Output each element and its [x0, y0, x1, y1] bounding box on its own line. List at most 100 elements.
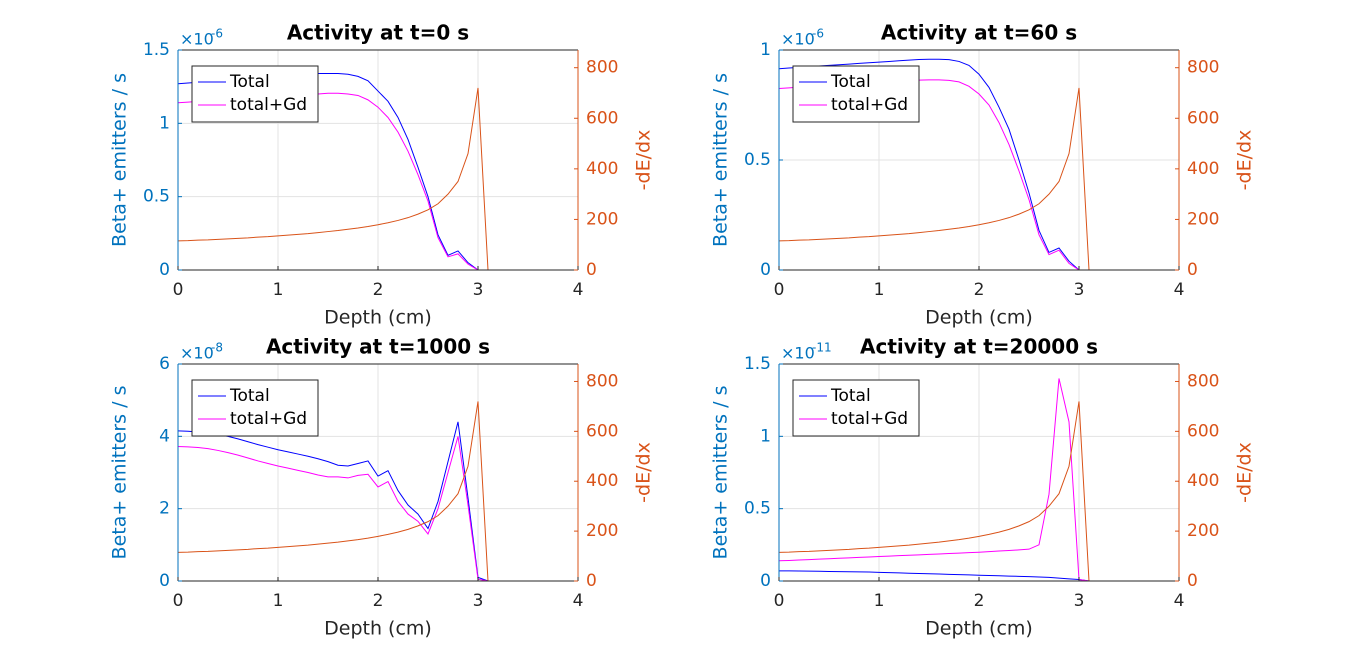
y-tick-label: 4 [159, 426, 170, 446]
y-tick-label: 6 [159, 354, 170, 374]
x-axis-label: Depth (cm) [925, 618, 1033, 640]
x-tick-label: 3 [1074, 280, 1085, 300]
legend-box [792, 379, 920, 437]
legend-box [191, 379, 319, 437]
x-tick-label: 0 [774, 280, 785, 300]
y-exponent: -11 [812, 341, 832, 355]
data-line [778, 401, 1179, 582]
y-tick-label: 1.5 [143, 40, 170, 60]
y-axis-label: Beta+ emitters / s [710, 73, 732, 247]
y-exponent-base: ×10 [180, 30, 214, 49]
data-line [177, 401, 578, 582]
x-tick-label: 1 [273, 280, 284, 300]
x-tick-label: 0 [173, 280, 184, 300]
y2-tick-label: 600 [586, 421, 618, 441]
y2-axis-label: -dE/dx [633, 442, 655, 503]
y2-tick-label: 400 [1187, 159, 1219, 179]
y2-tick-label: 600 [1187, 108, 1219, 128]
y-axis-label: Beta+ emitters / s [109, 386, 131, 560]
x-tick-label: 1 [273, 591, 284, 611]
legend-box [191, 65, 319, 123]
x-tick-label: 3 [473, 280, 484, 300]
x-tick-label: 3 [1074, 591, 1085, 611]
x-tick-label: 2 [373, 280, 384, 300]
y2-tick-label: 800 [586, 58, 618, 78]
y-tick-label: 0.5 [744, 499, 771, 519]
legend-label: Total [229, 386, 270, 406]
y2-tick-label: 600 [1187, 421, 1219, 441]
y-exponent-base: ×10 [180, 344, 214, 363]
y2-tick-label: 200 [1187, 209, 1219, 229]
y2-axis-label: -dE/dx [1234, 442, 1256, 503]
y-tick-label: 1.5 [744, 354, 771, 374]
legend-label: Total [830, 386, 871, 406]
y2-tick-label: 400 [586, 159, 618, 179]
x-tick-label: 4 [573, 280, 584, 300]
y-tick-label: 0 [760, 571, 771, 591]
legend-label: total+Gd [230, 95, 307, 115]
x-tick-label: 4 [573, 591, 584, 611]
y2-tick-label: 800 [1187, 371, 1219, 391]
chart-title: Activity at t=60 s [881, 21, 1077, 45]
y2-tick-label: 200 [586, 521, 618, 541]
legend-box [792, 65, 920, 123]
y2-tick-label: 400 [1187, 471, 1219, 491]
y-tick-label: 1 [760, 426, 771, 446]
x-tick-label: 1 [874, 280, 885, 300]
x-axis-label: Depth (cm) [324, 618, 432, 640]
data-line [778, 58, 1179, 271]
legend-label: total+Gd [831, 409, 908, 429]
x-axis-label: Depth (cm) [324, 307, 432, 329]
x-tick-label: 1 [874, 591, 885, 611]
data-line [177, 436, 578, 582]
y2-tick-label: 0 [1187, 571, 1198, 591]
data-line [177, 421, 578, 582]
x-tick-label: 3 [473, 591, 484, 611]
y-tick-label: 2 [159, 499, 170, 519]
legend-label: total+Gd [230, 409, 307, 429]
x-tick-label: 0 [774, 591, 785, 611]
y-tick-label: 0 [159, 571, 170, 591]
data-line [779, 570, 1179, 582]
y-tick-label: 0 [159, 260, 170, 280]
legend-label: Total [229, 72, 270, 92]
y2-tick-label: 800 [1187, 58, 1219, 78]
y2-tick-label: 400 [586, 471, 618, 491]
y2-tick-label: 0 [586, 260, 597, 280]
y-exponent: -6 [211, 27, 223, 41]
y-tick-label: 0.5 [744, 150, 771, 170]
y-tick-label: 1 [159, 113, 170, 133]
y-tick-label: 0 [760, 260, 771, 280]
y2-tick-label: 200 [586, 209, 618, 229]
chart-title: Activity at t=20000 s [860, 335, 1098, 359]
x-tick-label: 2 [974, 280, 985, 300]
y-exponent-base: ×10 [781, 30, 815, 49]
x-tick-label: 2 [974, 591, 985, 611]
y2-axis-label: -dE/dx [1234, 130, 1256, 191]
y-axis-label: Beta+ emitters / s [710, 386, 732, 560]
x-tick-label: 0 [173, 591, 184, 611]
y2-tick-label: 800 [586, 371, 618, 391]
y2-tick-label: 200 [1187, 521, 1219, 541]
y-exponent-base: ×10 [781, 344, 815, 363]
y-axis-label: Beta+ emitters / s [109, 73, 131, 247]
x-tick-label: 2 [373, 591, 384, 611]
legend-label: Total [830, 72, 871, 92]
y2-tick-label: 0 [1187, 260, 1198, 280]
y-tick-label: 0.5 [143, 187, 170, 207]
data-line [177, 87, 578, 271]
chart-title: Activity at t=0 s [287, 21, 469, 45]
y2-axis-label: -dE/dx [633, 130, 655, 191]
data-line [778, 87, 1179, 271]
y-exponent: -8 [211, 341, 223, 355]
y-tick-label: 1 [760, 40, 771, 60]
chart-title: Activity at t=1000 s [266, 335, 490, 359]
x-tick-label: 4 [1174, 280, 1185, 300]
y2-tick-label: 600 [586, 108, 618, 128]
y2-tick-label: 0 [586, 571, 597, 591]
